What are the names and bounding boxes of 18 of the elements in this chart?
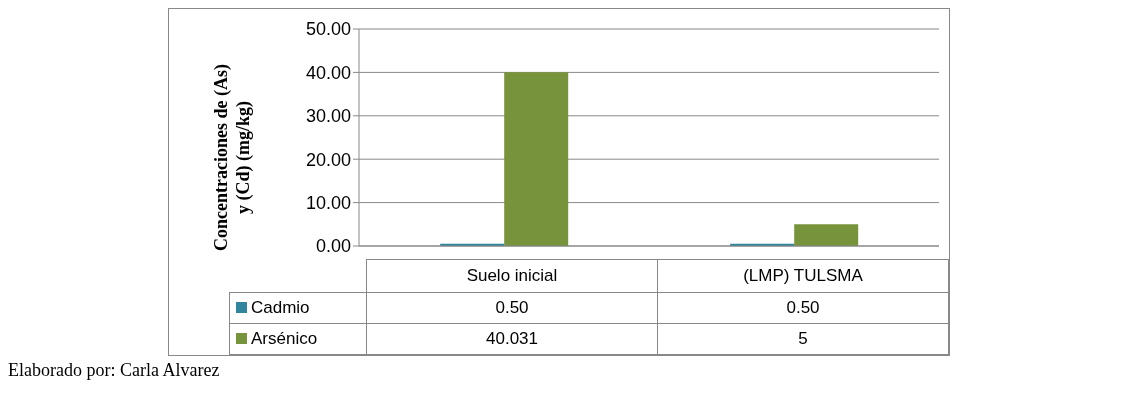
x-tick-label: (LMP) TULSMA <box>657 259 949 292</box>
data-label: 0.50 <box>657 292 949 323</box>
text: Elaborado por: Carla Alvarez <box>8 359 221 381</box>
y-tick-label: 10.00 <box>305 192 351 213</box>
y-tick-label: 50.00 <box>305 19 351 40</box>
legend-label: Cadmio <box>229 292 367 323</box>
y-axis-title: Concentraciones de (As) y (Cd) (mg/kg) <box>211 64 254 251</box>
legend-label: Arsénico <box>229 323 367 354</box>
bar <box>504 72 569 246</box>
y-tick-label: 30.00 <box>305 106 351 127</box>
bar <box>794 224 859 246</box>
y-tick-label: 0.00 <box>315 236 351 257</box>
y-tick-label: 40.00 <box>305 62 351 83</box>
x-tick-label: Suelo inicial <box>366 259 658 292</box>
y-tick-label: 20.00 <box>305 149 351 170</box>
data-label: 5 <box>657 323 949 354</box>
data-label: 0.50 <box>366 292 658 323</box>
data-label: 40.031 <box>366 323 658 354</box>
